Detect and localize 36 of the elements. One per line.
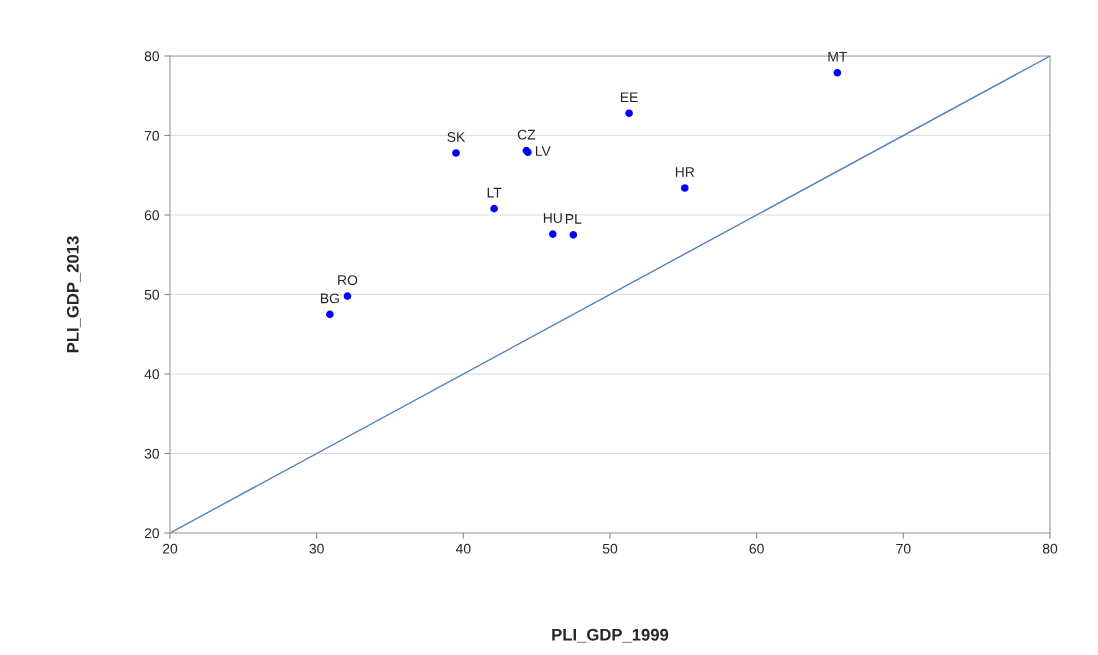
annotation: HU <box>543 213 562 223</box>
x-tick-label: 80 <box>1042 543 1058 554</box>
point <box>343 292 352 300</box>
point <box>490 204 498 213</box>
annotation: BG <box>320 293 339 304</box>
annotation: HR <box>675 167 695 177</box>
x-tick-label: 70 <box>896 543 911 554</box>
x-axis-title: PLI_GDP_1999 <box>552 628 669 643</box>
x-tick-label: 30 <box>309 543 324 554</box>
annotation: LV <box>535 146 551 156</box>
y-tick-label: 80 <box>144 51 160 62</box>
point <box>625 109 633 118</box>
point <box>569 231 578 239</box>
y-tick-label: 70 <box>144 130 160 141</box>
annotation: LT <box>487 187 502 198</box>
y-tick-label: 40 <box>144 369 160 380</box>
y-tick-label: 50 <box>144 289 160 300</box>
annotation: MT <box>828 51 848 62</box>
y-axis-title: PLI_GDP_2013 <box>66 236 81 353</box>
annotation: EE <box>620 92 638 103</box>
point <box>326 310 334 319</box>
annotation: CZ <box>517 129 536 140</box>
annotation: PL <box>565 214 582 224</box>
point <box>833 68 842 77</box>
x-tick-label: 40 <box>455 543 471 554</box>
x-tick-label: 50 <box>602 543 618 554</box>
y-tick-label: 20 <box>144 528 160 539</box>
y-tick-label: 30 <box>144 448 160 459</box>
annotation: SK <box>447 132 466 142</box>
point <box>452 149 460 157</box>
point <box>681 184 689 192</box>
y-tick-label: 60 <box>144 210 160 221</box>
point <box>549 230 557 238</box>
x-tick-label: 20 <box>162 543 178 554</box>
annotation: RO <box>338 275 358 286</box>
x-tick-label: 60 <box>749 543 764 554</box>
